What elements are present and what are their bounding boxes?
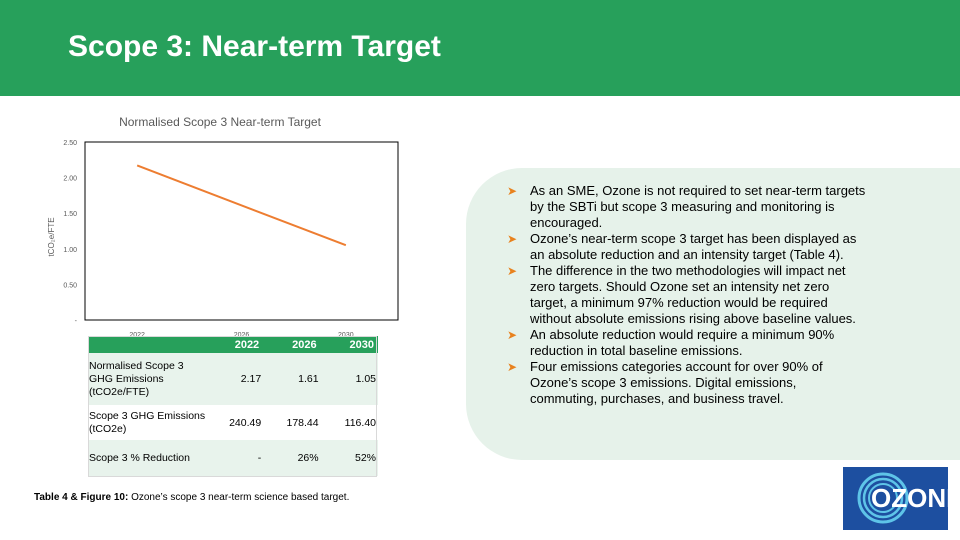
bullet-item: ➤ Ozone’s near-term scope 3 target has be… [507, 231, 867, 263]
table-row: Scope 3 % Reduction - 26% 52% [88, 440, 378, 476]
bullet-item: ➤ The difference in the two methodologies… [507, 263, 867, 327]
row-label: Normalised Scope 3 GHG Emissions (tCO2e/… [89, 359, 184, 398]
table-cell: 2.17 [240, 373, 262, 385]
table-cell: 240.49 [229, 416, 262, 429]
y-tick-label: 2.50 [63, 140, 77, 147]
figure-caption: Table 4 & Figure 10: Ozone’s scope 3 nea… [34, 492, 349, 503]
y-tick-label: 0.50 [63, 282, 77, 289]
x-tick-label: 2026 [234, 332, 250, 339]
table-header-cell [88, 336, 206, 353]
summary-bullets: ➤ As an SME, Ozone is not required to set… [507, 183, 867, 407]
arrow-right-icon: ➤ [507, 328, 518, 342]
logo-swirl-icon [857, 472, 909, 524]
table-cell: - [257, 452, 262, 464]
arrow-right-icon: ➤ [507, 360, 518, 374]
bullet-text: Four emissions categories account for ov… [530, 359, 823, 406]
series-line [136, 164, 347, 247]
y-tick-label: 1.00 [63, 247, 77, 254]
table-cell: 52% [354, 452, 376, 464]
bullet-text: The difference in the two methodologies … [530, 263, 856, 326]
chart-area: Normalised Scope 3 Near-term Target 2.50… [40, 108, 420, 340]
table-header-cell: 2026 [292, 338, 317, 351]
table-header-row: 2022 2026 2030 [88, 336, 378, 353]
summary-panel [466, 168, 960, 460]
row-label: Scope 3 GHG Emissions (tCO2e) [89, 409, 206, 435]
table-header-cell: 2022 [234, 338, 260, 351]
title-bar: Scope 3: Near-term Target [0, 0, 960, 96]
slide-title: Scope 3: Near-term Target [68, 30, 441, 63]
x-tick-label: 2022 [129, 332, 145, 339]
table-row: Normalised Scope 3 GHG Emissions (tCO2e/… [88, 353, 378, 405]
table-cell: 1.61 [298, 373, 319, 385]
table-header-cell: 2030 [349, 338, 374, 351]
table-cell: 178.44 [286, 416, 319, 429]
targets-table: 2022 2026 2030 Normalised Scope 3 GHG Em… [88, 336, 378, 476]
table-cell: 1.05 [355, 373, 376, 385]
bullet-text: As an SME, Ozone is not required to set … [530, 183, 866, 230]
caption-label: Table 4 & Figure 10: [34, 492, 129, 503]
table-row: Scope 3 GHG Emissions (tCO2e) 240.49 178… [88, 405, 378, 440]
bullet-text: Ozone’s near-term scope 3 target has bee… [530, 231, 857, 262]
y-tick-label: 2.00 [63, 176, 77, 183]
plot-frame [84, 141, 399, 321]
y-axis-label: tCO₂e/FTE [47, 217, 56, 256]
bullet-item: ➤ An absolute reduction would require a m… [507, 327, 867, 359]
arrow-right-icon: ➤ [507, 232, 518, 246]
bullet-text: An absolute reduction would require a mi… [530, 327, 835, 358]
bullet-item: ➤ Four emissions categories account for o… [507, 359, 867, 407]
line-chart: 2.50 2.00 1.50 1.00 0.50 - 2022 2026 2030 tCO₂e/F… [47, 140, 399, 339]
y-tick-label: - [75, 318, 78, 325]
row-label: Scope 3 % Reduction [89, 451, 190, 464]
x-tick-label: 2030 [338, 332, 354, 339]
table-cell: 116.40 [344, 416, 376, 429]
y-tick-label: 1.50 [63, 211, 77, 218]
logo-text: OZONE [871, 483, 960, 513]
chart-title: Normalised Scope 3 Near-term Target [119, 115, 321, 129]
bullet-item: ➤ As an SME, Ozone is not required to set… [507, 183, 867, 231]
caption-text: Ozone’s scope 3 near-term science based … [128, 492, 350, 503]
arrow-right-icon: ➤ [507, 184, 518, 198]
table-cell: 26% [297, 452, 319, 464]
arrow-right-icon: ➤ [507, 264, 518, 278]
ozone-logo: OZONE [843, 467, 960, 530]
